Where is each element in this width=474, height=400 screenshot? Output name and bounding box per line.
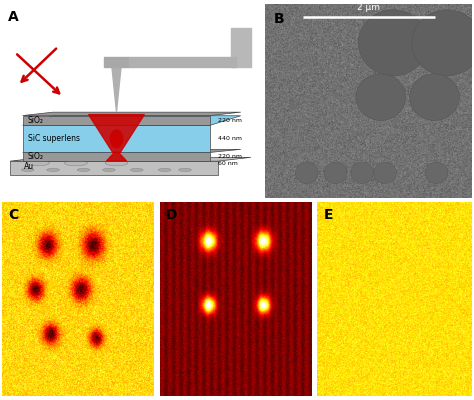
Ellipse shape: [21, 168, 34, 172]
Circle shape: [295, 162, 318, 184]
Circle shape: [374, 162, 396, 184]
Polygon shape: [23, 112, 241, 116]
Text: A: A: [8, 10, 18, 24]
Polygon shape: [129, 57, 236, 67]
Ellipse shape: [77, 168, 90, 172]
Circle shape: [425, 162, 448, 184]
Circle shape: [324, 162, 347, 184]
Ellipse shape: [130, 168, 143, 172]
Circle shape: [356, 74, 406, 120]
Text: 220 nm: 220 nm: [218, 154, 242, 159]
Circle shape: [351, 162, 374, 184]
Polygon shape: [231, 28, 251, 67]
Ellipse shape: [179, 168, 191, 172]
Polygon shape: [23, 149, 241, 152]
Text: 2 μm: 2 μm: [357, 3, 380, 12]
Polygon shape: [23, 125, 210, 152]
Text: 60 nm: 60 nm: [218, 160, 238, 166]
Polygon shape: [10, 161, 218, 175]
Ellipse shape: [27, 160, 49, 166]
Circle shape: [410, 74, 459, 120]
Text: 220 nm: 220 nm: [218, 118, 242, 123]
Ellipse shape: [47, 168, 59, 172]
Ellipse shape: [102, 168, 115, 172]
Polygon shape: [23, 116, 210, 125]
Polygon shape: [10, 157, 251, 161]
Ellipse shape: [109, 129, 123, 148]
Text: E: E: [323, 208, 333, 222]
Polygon shape: [112, 67, 121, 112]
Circle shape: [358, 10, 428, 76]
Text: Au: Au: [24, 162, 34, 172]
Ellipse shape: [158, 168, 171, 172]
Polygon shape: [104, 57, 129, 67]
Ellipse shape: [105, 160, 128, 166]
Circle shape: [412, 10, 474, 76]
Text: SiO₂: SiO₂: [27, 116, 44, 125]
Ellipse shape: [64, 160, 87, 166]
Text: C: C: [9, 208, 18, 222]
Polygon shape: [106, 152, 127, 161]
Text: SiC superlens: SiC superlens: [27, 134, 80, 143]
Polygon shape: [23, 116, 241, 125]
Polygon shape: [23, 152, 210, 161]
Polygon shape: [89, 114, 145, 152]
Text: B: B: [273, 12, 284, 26]
Text: SiO₂: SiO₂: [27, 152, 44, 161]
Text: 440 nm: 440 nm: [218, 136, 242, 141]
Text: D: D: [166, 208, 177, 222]
